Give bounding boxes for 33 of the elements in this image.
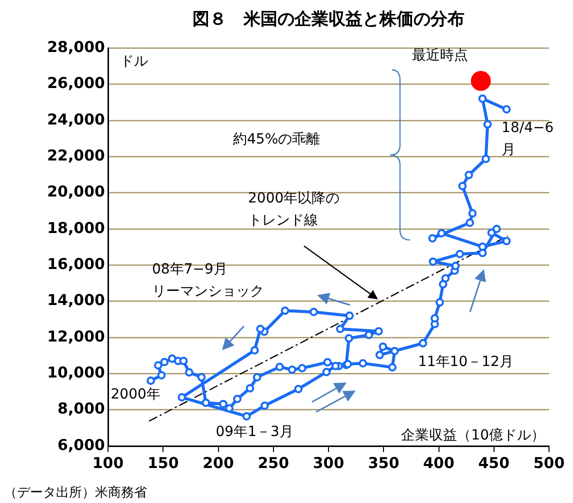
y-tick-label: 16,000	[47, 254, 105, 273]
y-tick-label: 22,000	[47, 146, 105, 164]
chart-title: 図８ 米国の企業収益と株価の分布	[192, 9, 464, 30]
text: （データ出所）米商務省	[4, 485, 147, 500]
y-tick-label: 8,000	[58, 400, 105, 418]
x-tick-label: 150	[147, 454, 179, 472]
annotation: 最近時点	[412, 48, 468, 64]
x-tick-label: 200	[202, 454, 234, 472]
y-tick-label: 6,000	[58, 436, 105, 454]
annotation: 2000年	[110, 386, 160, 402]
y-tick-label: 10,000	[47, 364, 105, 382]
y-tick-label: 26,000	[47, 74, 105, 92]
x-tick-label: 350	[368, 454, 400, 472]
x-tick-label: 300	[312, 454, 344, 472]
y-tick-label: 24,000	[47, 110, 105, 128]
y-tick-label: 20,000	[47, 182, 105, 201]
y-tick-label: 14,000	[47, 291, 105, 310]
x-tick-label: 250	[258, 454, 290, 472]
y-tick-label: 12,000	[47, 327, 105, 346]
y-axis-title: ドル	[120, 54, 148, 70]
annotation: 11年10－12月	[418, 354, 514, 370]
x-axis-title: 企業収益（10億ドル）	[401, 428, 545, 444]
x-tick-label: 500	[533, 454, 565, 472]
x-tick-label: 100	[92, 454, 124, 472]
annotation: 約45%の乖離	[233, 132, 320, 148]
annotation: 09年1－3月	[216, 424, 294, 440]
x-tick-label: 400	[423, 454, 454, 472]
annotation: 2000年以降のトレンド線	[248, 190, 340, 229]
x-tick-label: 450	[478, 454, 510, 472]
annotation: 18/4−6月	[502, 120, 554, 158]
annotation: 08年7−9月リーマンショック	[152, 262, 264, 300]
y-tick-label: 18,000	[47, 218, 105, 237]
y-tick-label: 28,000	[47, 38, 105, 56]
